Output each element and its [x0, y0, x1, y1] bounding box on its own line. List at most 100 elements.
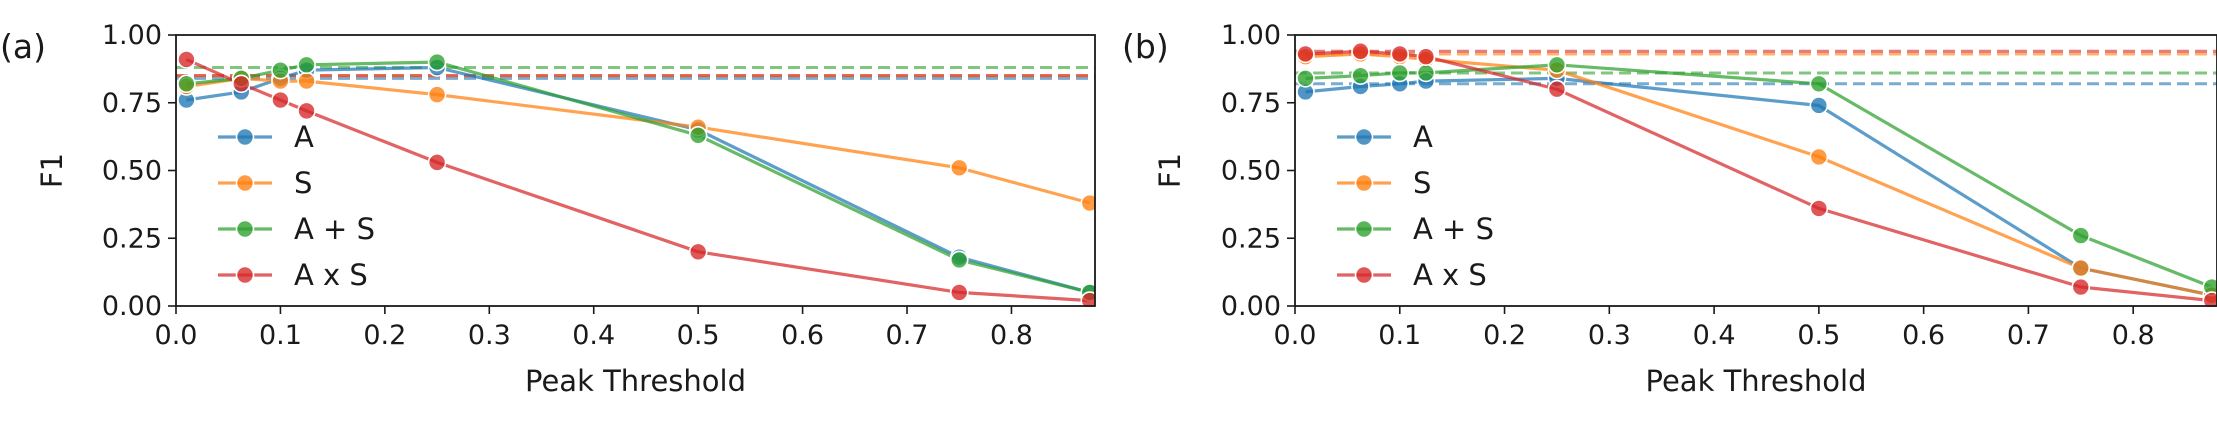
- data-point: [1351, 41, 1370, 61]
- x-tick-label: 0.4: [572, 320, 615, 351]
- legend-swatch-marker: [1354, 127, 1374, 147]
- x-tick-label: 0.3: [468, 320, 511, 351]
- data-point: [1351, 66, 1370, 85]
- y-tick-label: 0.75: [102, 88, 162, 119]
- data-point: [2071, 258, 2091, 278]
- legend-swatch-marker: [1354, 265, 1374, 285]
- data-point: [177, 74, 196, 94]
- data-point: [1390, 44, 1410, 64]
- x-tick-label: 0.8: [990, 320, 1033, 351]
- data-point: [1080, 291, 1095, 307]
- legend-swatch-marker: [1354, 219, 1374, 239]
- x-tick-label: 0.2: [1483, 320, 1526, 351]
- legend-item: A: [218, 120, 314, 154]
- legend-item: A: [1337, 120, 1433, 154]
- data-point: [297, 71, 316, 91]
- data-point: [297, 55, 316, 75]
- data-point: [2202, 291, 2217, 307]
- x-tick-label: 0.0: [1274, 320, 1317, 351]
- data-point: [2071, 226, 2091, 245]
- legend-label: S: [1413, 166, 1431, 200]
- legend: AS A + S A x S: [218, 120, 375, 292]
- data-point: [949, 250, 969, 270]
- data-point: [949, 283, 969, 302]
- y-axis-label: F1: [35, 153, 69, 188]
- x-tick-label: 0.3: [1588, 320, 1631, 351]
- data-point: [1809, 74, 1829, 94]
- data-point: [2071, 277, 2091, 297]
- legend: AS A + S A x S: [1337, 120, 1494, 292]
- x-axis-label: Peak Threshold: [1646, 364, 1867, 398]
- x-tick-label: 0.7: [2007, 320, 2050, 351]
- data-point: [1296, 44, 1315, 64]
- series-line: [186, 76, 1091, 205]
- y-axis-label: F1: [1153, 153, 1187, 188]
- panel-b: 0.00 0.25 0.50 0.75 1.00 0.0 0.1 0.2 0.3 0.4 0.5 0.…: [1122, 20, 2217, 398]
- legend-label: A: [294, 120, 314, 154]
- data-point: [297, 101, 316, 121]
- data-point: [1296, 69, 1315, 88]
- x-tick-label: 0.4: [1693, 320, 1736, 351]
- y-tick-label: 1.00: [102, 20, 162, 51]
- x-tick-label: 0.1: [1378, 320, 1421, 351]
- legend-item: A + S: [218, 212, 375, 246]
- x-tick-label: 0.2: [363, 320, 406, 351]
- y-tick-label: 0.75: [1221, 88, 1281, 119]
- plot-area: [176, 50, 1095, 307]
- legend-swatch-marker: [235, 127, 255, 147]
- legend-swatch-marker: [235, 173, 255, 193]
- legend-label: A x S: [294, 258, 368, 292]
- data-point: [427, 85, 447, 104]
- data-point: [1547, 55, 1567, 75]
- legend-swatch-marker: [235, 219, 255, 239]
- legend-item: A x S: [218, 258, 368, 292]
- legend-label: A: [1413, 120, 1433, 154]
- plot-area: [1295, 41, 2217, 307]
- y-tick-label: 0.25: [102, 223, 162, 254]
- data-point: [688, 125, 708, 145]
- legend-item: A + S: [1337, 212, 1494, 246]
- data-point: [231, 74, 251, 94]
- x-tick-label: 0.6: [781, 320, 824, 351]
- data-point: [1416, 63, 1436, 83]
- legend-item: S: [218, 166, 312, 200]
- panel-a: 0.00 0.25 0.50 0.75 1.00 0.0 0.1 0.2 0.3 0.4 0.5 0.…: [0, 20, 1096, 398]
- y-tick-label: 0.25: [1221, 223, 1281, 254]
- data-point: [1390, 63, 1410, 83]
- data-point: [427, 52, 447, 72]
- data-point: [1809, 147, 1829, 167]
- data-point: [427, 153, 447, 172]
- x-tick-label: 0.5: [677, 320, 720, 351]
- legend-swatch-marker: [1354, 173, 1374, 193]
- x-tick-label: 0.6: [1902, 320, 1945, 351]
- data-point: [177, 50, 196, 69]
- data-point: [1809, 96, 1829, 115]
- axes-frame: [175, 34, 1096, 307]
- legend-label: A + S: [1413, 212, 1494, 246]
- axes-frame: [1294, 34, 2217, 307]
- data-point: [1080, 193, 1095, 213]
- x-tick-label: 0.7: [886, 320, 929, 351]
- y-tick-label: 0.00: [102, 291, 162, 322]
- legend-swatch-marker: [235, 265, 255, 285]
- x-tick-label: 0.0: [155, 320, 198, 351]
- y-tick-label: 0.00: [1221, 291, 1281, 322]
- panel-label: (b): [1122, 27, 1169, 66]
- data-point: [1416, 47, 1436, 66]
- data-point: [1547, 79, 1567, 99]
- legend-label: A x S: [1413, 258, 1487, 292]
- data-point: [271, 60, 290, 80]
- legend-item: A x S: [1337, 258, 1487, 292]
- x-axis-label: Peak Threshold: [525, 364, 746, 398]
- data-point: [688, 242, 708, 262]
- data-point: [1809, 199, 1829, 218]
- x-tick-label: 0.5: [1797, 320, 1840, 351]
- y-tick-label: 0.50: [1221, 156, 1281, 187]
- x-tick-label: 0.8: [2112, 320, 2155, 351]
- y-tick-label: 1.00: [1221, 20, 1281, 51]
- legend-label: A + S: [294, 212, 375, 246]
- legend-label: S: [294, 166, 312, 200]
- legend-item: S: [1337, 166, 1431, 200]
- data-point: [271, 90, 290, 110]
